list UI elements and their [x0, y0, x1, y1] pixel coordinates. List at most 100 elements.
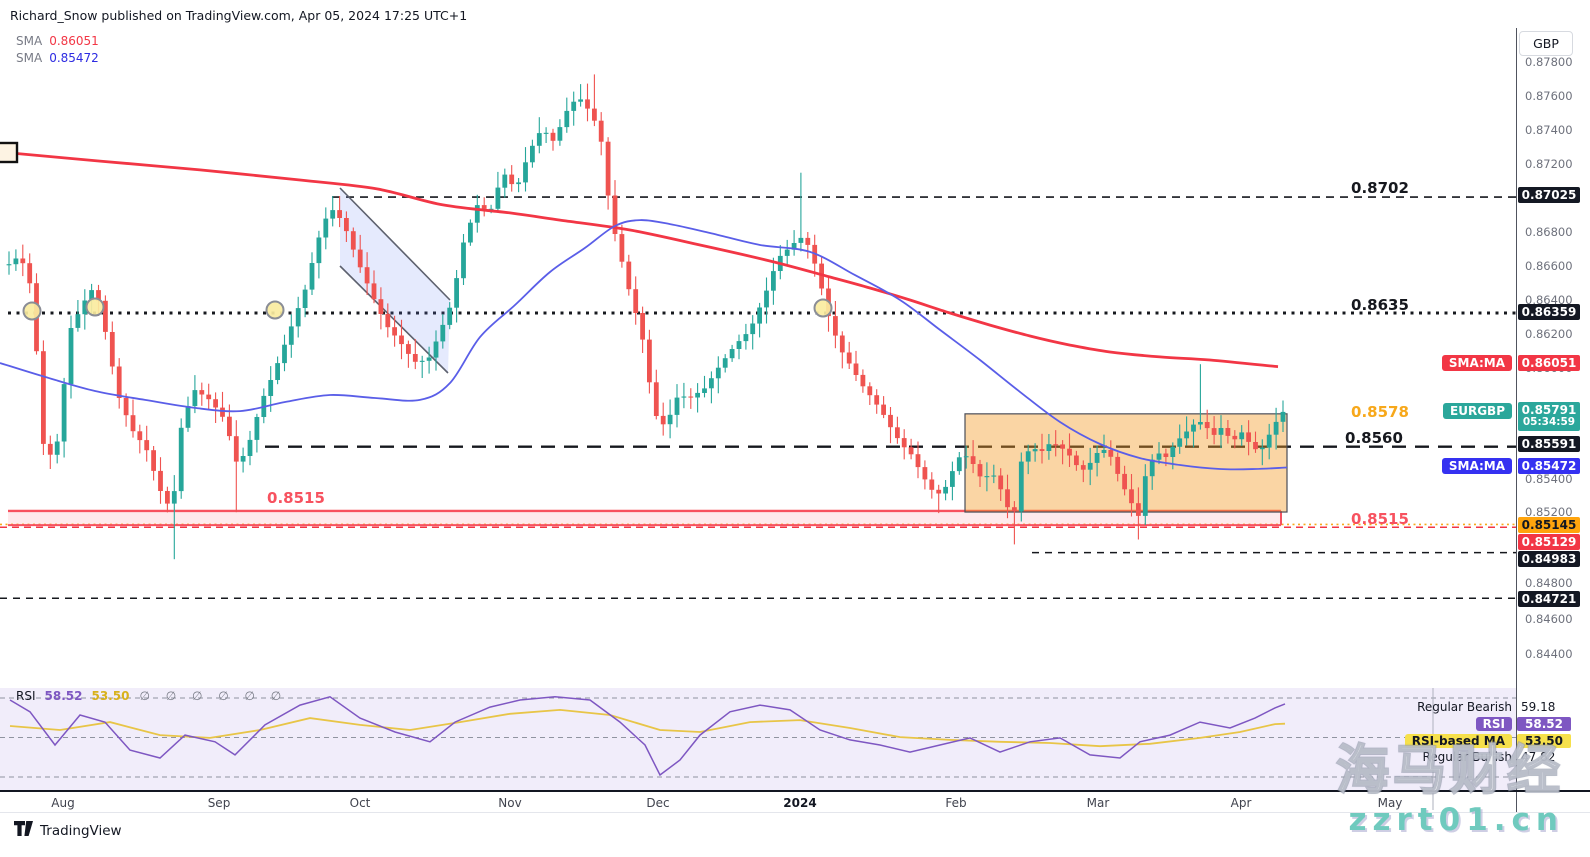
month-label: Mar — [1086, 796, 1110, 810]
candle-body — [171, 491, 177, 504]
candle-body — [1122, 473, 1127, 490]
candle-body — [1005, 489, 1010, 508]
support-band[interactable] — [8, 510, 1281, 526]
price-badge: 0.85791 05:34:59 — [1518, 402, 1580, 431]
candle-body — [592, 108, 597, 121]
candle-body — [1012, 507, 1017, 512]
candle-body — [1018, 461, 1024, 512]
candle-body — [227, 416, 232, 437]
candle-body — [89, 290, 94, 301]
price-badge: 0.85591 — [1518, 436, 1580, 452]
price-chart-canvas[interactable]: 0.8702 0.8635 0.8578 0.8560 0.8515 0.8515 — [0, 0, 1516, 812]
channel-upper-line — [339, 187, 451, 301]
candle-body — [1067, 448, 1072, 456]
price-badge: 0.84721 — [1518, 591, 1580, 607]
candle-body — [1129, 489, 1134, 504]
candle-body — [667, 414, 673, 425]
candle-body — [523, 162, 528, 183]
rsi-line[interactable] — [9, 695, 1286, 777]
candle-body — [268, 380, 274, 396]
candle-body — [771, 271, 776, 291]
event-circle-marker[interactable] — [22, 301, 42, 321]
candle-body — [1198, 422, 1203, 425]
rsi-right-row: RSI 58.52 — [0, 717, 1590, 733]
price-axis[interactable]: 0.87800 0.87600 0.87400 0.87200 0.86800 0.866… — [1516, 28, 1590, 812]
candle-body — [309, 263, 315, 290]
candle-body — [6, 264, 12, 266]
candle-body — [454, 278, 459, 308]
candle-body — [344, 218, 349, 232]
candle-body — [275, 363, 280, 380]
candle-body — [640, 313, 645, 340]
candle-body — [901, 438, 907, 448]
candle-body — [1087, 462, 1093, 470]
candle-body — [660, 415, 666, 425]
price-tick: 0.85400 — [1525, 472, 1573, 486]
candle-body — [915, 454, 921, 468]
rsi-ma-line[interactable] — [9, 708, 1286, 748]
candle-body — [991, 475, 997, 477]
price-tick: 0.87400 — [1525, 123, 1573, 137]
rsi-legend: RSI 58.52 53.50 ∅ ∅ ∅ ∅ ∅ ∅ — [16, 689, 287, 703]
candle-body — [571, 101, 577, 111]
time-axis[interactable]: Aug Sep Oct Nov Dec 2024 Feb Mar Apr May — [0, 790, 1590, 813]
candle-body — [468, 222, 473, 243]
candle-body — [103, 300, 108, 332]
candle-body — [936, 489, 942, 494]
candle-body — [605, 141, 611, 196]
candle-body — [895, 427, 900, 439]
level-label: 0.8515 — [1351, 510, 1409, 528]
sma-slow-line[interactable] — [0, 219, 1288, 471]
candle-body — [144, 440, 150, 451]
candle-body — [805, 237, 811, 245]
candle-body — [619, 234, 625, 262]
rsi-row-value: 59.18 — [1521, 700, 1556, 714]
candle-body — [185, 406, 191, 428]
candle-body — [123, 398, 129, 416]
candle-body — [1266, 434, 1272, 448]
candle-body — [75, 314, 81, 328]
rsi-value: 58.52 — [44, 689, 83, 703]
candle-body — [254, 417, 260, 440]
indicator-legend: SMA 0.86051 SMA 0.85472 — [16, 33, 99, 67]
sma-fast-label: SMA — [16, 34, 43, 48]
candle-body — [1156, 453, 1162, 460]
candle-body — [1074, 455, 1079, 466]
tradingview-footer[interactable]: TradingView — [14, 821, 122, 840]
price-tick: 0.85200 — [1525, 505, 1573, 519]
candle-body — [165, 491, 170, 504]
event-circle-marker[interactable] — [265, 300, 285, 320]
candle-body — [998, 475, 1004, 490]
price-badge: 0.86359 — [1518, 304, 1580, 320]
price-badge: 0.85129 — [1518, 534, 1580, 550]
event-circle-marker[interactable] — [85, 297, 105, 317]
rsi-row-value: 58.52 — [1517, 717, 1571, 731]
rsi-label: RSI — [16, 689, 36, 703]
candle-body — [984, 476, 990, 478]
candle-body — [323, 218, 329, 238]
candle-body — [481, 205, 487, 209]
candle-body — [956, 457, 962, 472]
candle-body — [82, 300, 88, 315]
price-badge: 0.84983 — [1518, 551, 1580, 567]
candle-body — [399, 335, 404, 345]
candle-body — [963, 456, 969, 458]
candle-body — [688, 396, 694, 398]
candle-body — [41, 351, 46, 444]
rsi-row-label: RSI — [1475, 717, 1512, 731]
candle-body — [846, 352, 852, 364]
month-label: 2024 — [783, 796, 817, 810]
month-label: Aug — [51, 796, 75, 810]
sma-fast-legend-row: SMA 0.86051 — [16, 33, 99, 50]
left-edge-box[interactable] — [0, 141, 19, 164]
candle-body — [412, 354, 418, 362]
sma-slow-label: SMA — [16, 51, 43, 65]
sma-fast-line[interactable] — [0, 150, 1279, 369]
series-tag-badge: EURGBP — [1443, 403, 1512, 419]
consolidation-box[interactable] — [964, 413, 1288, 513]
bear-flag-channel[interactable] — [340, 188, 450, 373]
event-circle-marker[interactable] — [813, 298, 833, 318]
level-label: 0.8702 — [1351, 179, 1409, 197]
candle-body — [502, 174, 508, 188]
currency-toggle-button[interactable]: GBP — [1519, 31, 1573, 56]
